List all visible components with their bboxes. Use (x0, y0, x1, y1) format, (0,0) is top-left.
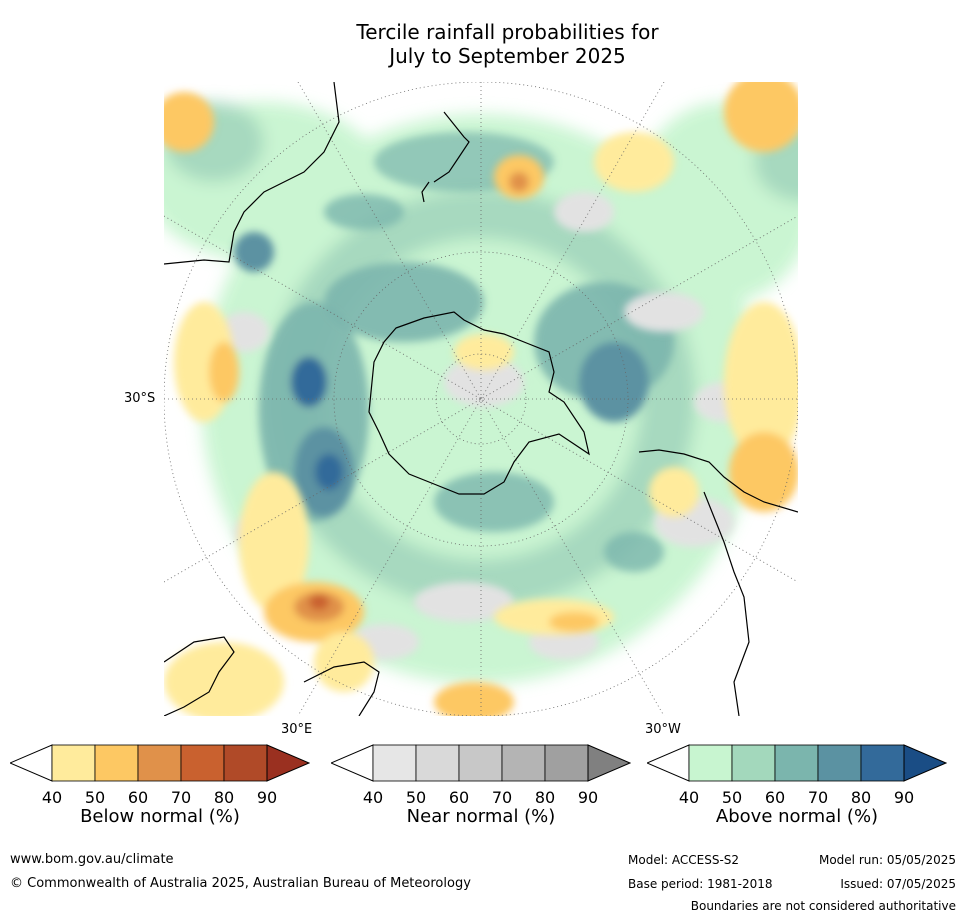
polar-map (164, 82, 798, 716)
colorbar-near-swatches (329, 744, 632, 782)
tick: 80 (534, 788, 556, 807)
model-name: Model: ACCESS-S2 (628, 853, 740, 867)
tick: 80 (213, 788, 235, 807)
colorbar-near-normal: 40 50 60 70 80 90 Near normal (%) (329, 744, 632, 827)
colorbar-title: Near normal (%) (406, 806, 556, 827)
graticule (164, 82, 798, 716)
tick: 60 (127, 788, 149, 807)
tick: 90 (256, 788, 278, 807)
latitude-label: 30°S (124, 391, 156, 406)
tick: 50 (405, 788, 427, 807)
website-link[interactable]: www.bom.gov.au/climate (10, 852, 174, 867)
south-america-coastline (638, 449, 798, 716)
title-line-2: July to September 2025 (389, 44, 626, 68)
colorbar-above-normal: 40 50 60 70 80 90 Above normal (%) (645, 744, 948, 827)
tick: 60 (448, 788, 470, 807)
africa-coastline (164, 636, 380, 716)
tick: 40 (41, 788, 63, 807)
antarctica-coastline (368, 311, 590, 495)
tick: 50 (721, 788, 743, 807)
tick: 40 (362, 788, 384, 807)
longitude-label-west: 30°W (645, 722, 681, 737)
tick: 60 (764, 788, 786, 807)
tick: 70 (170, 788, 192, 807)
colorbar-below-normal: 40 50 60 70 80 90 Below normal (%) (8, 744, 311, 827)
tick: 90 (577, 788, 599, 807)
map-title: Tercile rainfall probabilities for July … (300, 20, 715, 68)
model-run-date: Model run: 05/05/2025 (818, 853, 956, 867)
colorbar-title: Below normal (%) (80, 806, 240, 827)
colorbar-title: Above normal (%) (715, 806, 879, 827)
colorbar-below-swatches (8, 744, 311, 782)
base-period: Base period: 1981-2018 (628, 877, 773, 891)
tick: 40 (678, 788, 700, 807)
tick: 70 (807, 788, 829, 807)
tick: 80 (850, 788, 872, 807)
above-normal-strong (234, 132, 674, 572)
copyright-text: © Commonwealth of Australia 2025, Austra… (10, 876, 471, 891)
colorbar-above-swatches (645, 744, 948, 782)
issued-date: Issued: 07/05/2025 (840, 877, 956, 891)
new-zealand-coastline (421, 111, 470, 203)
map-canvas (164, 82, 798, 716)
tick: 50 (84, 788, 106, 807)
title-line-1: Tercile rainfall probabilities for (356, 20, 659, 44)
boundaries-disclaimer: Boundaries are not considered authoritat… (690, 899, 956, 913)
tick: 90 (893, 788, 915, 807)
australia-coastline (164, 82, 340, 265)
longitude-label-east: 30°E (281, 722, 313, 737)
tick: 70 (491, 788, 513, 807)
